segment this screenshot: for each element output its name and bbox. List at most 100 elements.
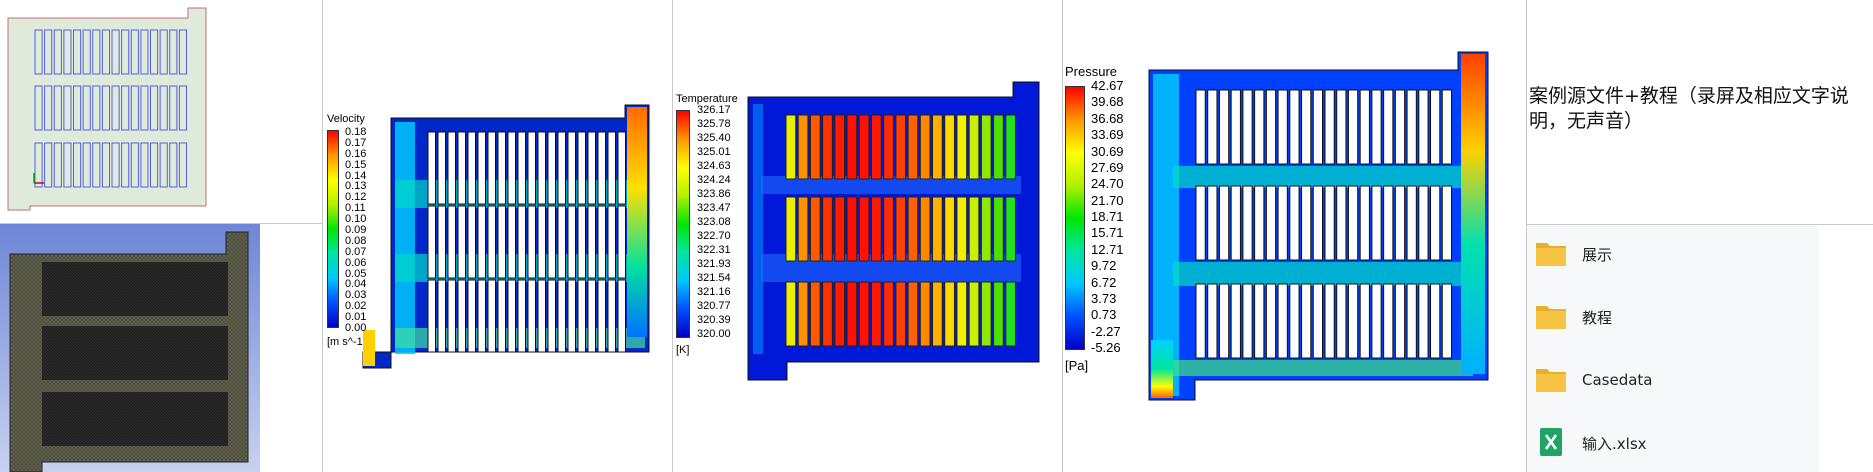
battery-cell: [1418, 283, 1429, 359]
velocity-unit: [m s^-1]: [327, 336, 366, 348]
velocity-tick-label: 0.06: [345, 256, 367, 269]
battery-cell: [607, 205, 616, 279]
battery-cell: [980, 114, 992, 180]
battery-cell: [497, 279, 506, 353]
battery-cell: [1347, 283, 1359, 359]
temperature-tick-label: 325.40: [697, 132, 731, 144]
battery-cell: [1218, 185, 1230, 261]
temperature-tick-label: 320.77: [697, 300, 731, 312]
battery-cell: [597, 279, 606, 353]
battery-cell: [140, 85, 149, 131]
battery-cell: [1289, 89, 1300, 165]
velocity-tick-label: 0.07: [345, 245, 367, 258]
battery-cell: [92, 29, 101, 75]
battery-cell: [92, 142, 101, 188]
velocity-tick-label: 0.18: [345, 126, 367, 138]
battery-cell: [993, 281, 1004, 347]
velocity-tick-label: 0.12: [345, 191, 367, 204]
file-name: 输入.xlsx: [1582, 434, 1647, 453]
battery-cell: [82, 142, 91, 188]
pressure-tick-label: 0.73: [1091, 307, 1117, 323]
battery-cell: [968, 281, 980, 347]
velocity-tick-label: 0.02: [345, 300, 367, 313]
battery-cell: [577, 131, 586, 205]
geometry-cell-rows: [34, 29, 187, 188]
battery-cell: [1254, 185, 1265, 261]
temperature-tick-label: 321.54: [697, 272, 731, 284]
battery-cell: [53, 85, 62, 131]
velocity-tick-label: 0.11: [345, 202, 366, 215]
file-item-input-xlsx[interactable]: 输入.xlsx: [1527, 415, 1819, 471]
battery-cell: [1324, 89, 1335, 165]
battery-cell: [797, 114, 809, 180]
battery-cell: [1254, 89, 1265, 165]
temperature-colorbar: [676, 110, 690, 338]
pressure-battery-cells: [1195, 89, 1453, 359]
battery-cell: [956, 114, 968, 180]
battery-cell: [437, 131, 446, 205]
battery-cell: [822, 196, 833, 262]
battery-cell: [130, 85, 139, 131]
battery-cell: [1289, 283, 1300, 359]
pressure-tick-label: 39.68: [1091, 94, 1124, 110]
battery-cell: [907, 114, 919, 180]
battery-cell: [1383, 89, 1394, 165]
battery-cell: [895, 196, 907, 262]
battery-cell: [1394, 283, 1406, 359]
battery-cell: [437, 205, 446, 279]
battery-cell: [497, 205, 506, 279]
battery-cell: [1371, 283, 1382, 359]
velocity-tick-label: 0.14: [345, 169, 367, 182]
velocity-tick-label: 0.03: [345, 289, 367, 302]
pressure-tick-label: 3.73: [1091, 290, 1117, 306]
battery-cell: [1242, 89, 1253, 165]
battery-cell: [1359, 185, 1370, 261]
battery-cell: [159, 29, 168, 75]
battery-cell: [34, 85, 43, 131]
battery-cell: [53, 142, 62, 188]
battery-cell: [73, 142, 82, 188]
battery-cell: [980, 196, 992, 262]
battery-cell: [150, 85, 159, 131]
battery-cell: [507, 279, 516, 353]
battery-cell: [1336, 89, 1347, 165]
battery-cell: [467, 131, 476, 205]
battery-cell: [1430, 185, 1441, 261]
battery-cell: [169, 29, 178, 75]
battery-cell: [1301, 283, 1312, 359]
battery-cell: [1347, 89, 1359, 165]
battery-cell: [1218, 89, 1230, 165]
battery-cell: [1207, 89, 1218, 165]
battery-cell: [1218, 283, 1230, 359]
file-item-jiaocheng[interactable]: 教程: [1527, 289, 1819, 345]
battery-cell: [44, 142, 53, 188]
file-item-casedata[interactable]: Casedata: [1527, 352, 1819, 408]
battery-cell: [140, 29, 149, 75]
battery-cell: [870, 281, 882, 347]
battery-cell: [101, 85, 110, 131]
battery-cell: [517, 279, 526, 353]
battery-cell: [1430, 89, 1441, 165]
pressure-colorbar: [1065, 86, 1085, 350]
geometry-svg: [7, 7, 207, 211]
temperature-legend-title: Temperature: [676, 93, 738, 105]
battery-cell: [846, 114, 858, 180]
pressure-legend-title: Pressure: [1065, 64, 1118, 79]
file-item-zhanshi[interactable]: 展示: [1527, 226, 1819, 282]
battery-cell: [73, 29, 82, 75]
battery-cell: [53, 29, 62, 75]
battery-cell: [159, 85, 168, 131]
battery-cell: [1371, 89, 1382, 165]
battery-cell: [487, 205, 496, 279]
velocity-colorbar: [327, 130, 339, 328]
battery-cell: [1289, 185, 1300, 261]
battery-cell: [597, 131, 606, 205]
battery-cell: [1230, 185, 1241, 261]
battery-cell: [130, 142, 139, 188]
battery-cell: [1005, 196, 1016, 262]
pressure-tick-label: 30.69: [1091, 143, 1124, 159]
pressure-tick-label: 27.69: [1091, 159, 1124, 175]
folder-icon: [1536, 243, 1566, 266]
battery-cell: [846, 196, 858, 262]
battery-cell: [178, 85, 187, 131]
